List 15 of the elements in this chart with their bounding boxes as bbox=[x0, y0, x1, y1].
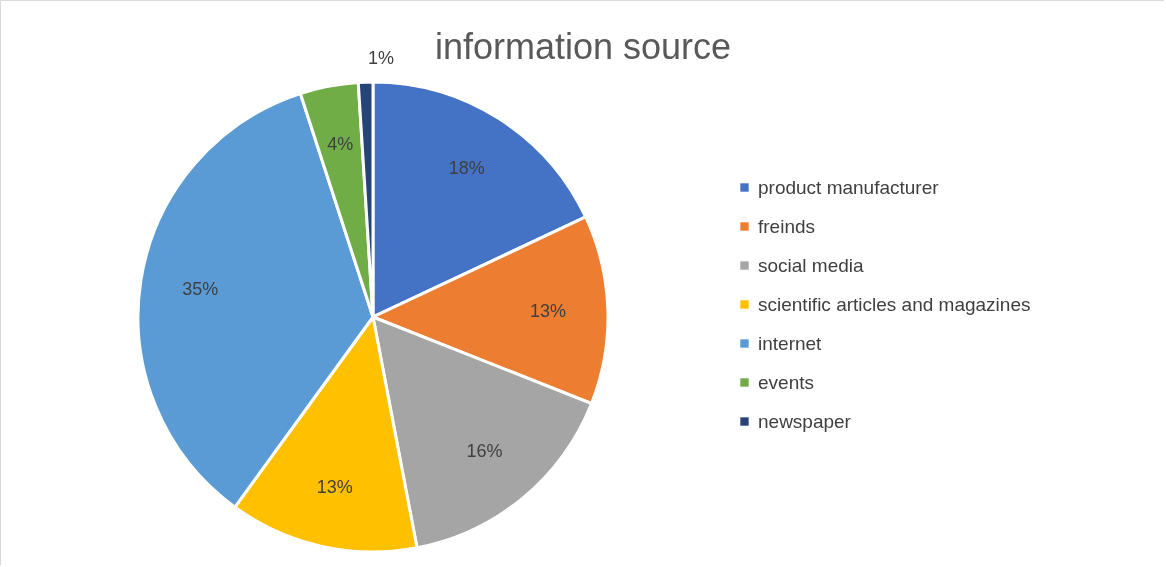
legend-label: social media bbox=[758, 254, 865, 276]
data-label: 16% bbox=[466, 440, 503, 461]
data-label: 1% bbox=[368, 48, 395, 69]
legend-label: internet bbox=[758, 332, 823, 354]
data-label: 18% bbox=[448, 158, 485, 179]
data-label: 13% bbox=[529, 300, 566, 321]
legend-label: scientific articles and magazines bbox=[758, 293, 1031, 315]
data-label: 35% bbox=[182, 278, 219, 299]
data-label: 13% bbox=[316, 476, 353, 497]
legend-label: newspaper bbox=[758, 410, 852, 432]
legend-label: freinds bbox=[758, 215, 816, 237]
legend-label: events bbox=[758, 371, 814, 393]
legend-label: product manufacturer bbox=[758, 176, 940, 198]
data-label: 4% bbox=[327, 134, 354, 155]
chart-title: information source bbox=[434, 26, 732, 67]
